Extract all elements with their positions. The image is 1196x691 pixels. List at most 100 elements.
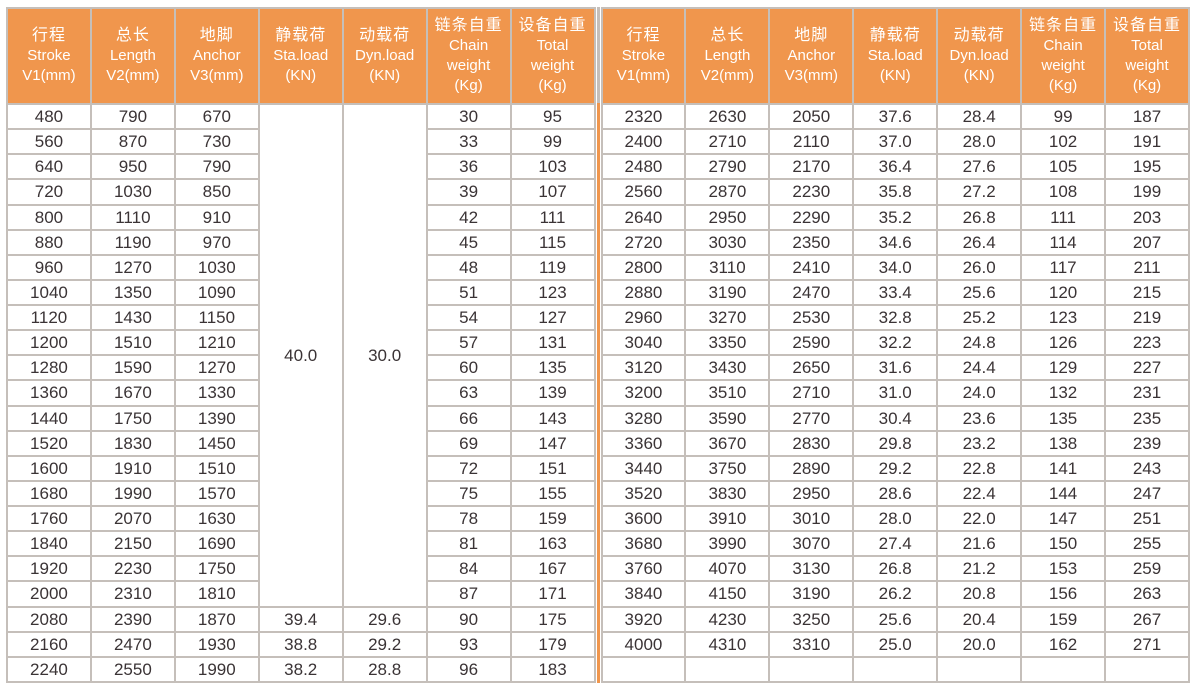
right-table-cell: 33.4 bbox=[852, 278, 939, 307]
right-table-cell: 2590 bbox=[768, 329, 855, 357]
left-table-cell: 960 bbox=[6, 253, 92, 281]
header-line: (KN) bbox=[369, 67, 401, 84]
right-table-cell: 2630 bbox=[684, 102, 771, 131]
left-table-cell: 93 bbox=[425, 630, 512, 658]
right-table-cell: 2960 bbox=[600, 303, 687, 332]
right-table-cell: 251 bbox=[1104, 504, 1190, 533]
left-table-cell: 1200 bbox=[6, 329, 92, 357]
right-table-cell: 2770 bbox=[768, 404, 855, 432]
right-table-cell bbox=[684, 655, 771, 684]
header-line: 地脚 bbox=[199, 27, 234, 44]
left-table-row: 560 870 730 33 99 bbox=[6, 128, 596, 156]
right-table-cell: 24.4 bbox=[936, 354, 1023, 382]
left-table-row: 2160 2470 1930 38.8 29.2 93 179 bbox=[6, 630, 596, 658]
right-table-cell: 3670 bbox=[684, 429, 771, 457]
left-table-cell: 151 bbox=[509, 454, 596, 482]
left-table-cell: 1840 bbox=[6, 530, 92, 558]
right-table-cell: 2470 bbox=[768, 278, 855, 307]
right-table-cell: 135 bbox=[1020, 404, 1107, 432]
right-table-row: 2320 2630 2050 37.6 28.4 99 187 bbox=[600, 102, 1190, 131]
right-table-cell: 20.4 bbox=[936, 605, 1023, 633]
right-table-cell: 32.8 bbox=[852, 303, 939, 332]
header-line: (Kg) bbox=[1048, 77, 1078, 94]
right-table-cell: 28.0 bbox=[936, 128, 1023, 156]
right-table-cell: 120 bbox=[1020, 278, 1107, 307]
left-table-row: 1120 1430 1150 54 127 bbox=[6, 303, 596, 332]
right-table-row: 2560 2870 2230 35.8 27.2 108 199 bbox=[600, 178, 1190, 206]
left-table-cell: 28.8 bbox=[341, 655, 428, 684]
right-table-cell: 3750 bbox=[684, 454, 771, 482]
right-table-cell: 25.0 bbox=[852, 630, 939, 658]
left-table-cell: 2390 bbox=[89, 605, 176, 633]
left-column-header-6: 设备自重 Total weight (Kg) bbox=[509, 7, 596, 105]
left-table-cell: 1910 bbox=[89, 454, 176, 482]
left-table-cell: 63 bbox=[425, 379, 512, 407]
header-line: Total bbox=[1131, 37, 1163, 54]
right-table-cell: 29.8 bbox=[852, 429, 939, 457]
right-table-cell: 3510 bbox=[684, 379, 771, 407]
left-table-cell: 171 bbox=[509, 580, 596, 608]
right-table-cell: 4230 bbox=[684, 605, 771, 633]
left-table-cell: 1630 bbox=[173, 504, 260, 533]
right-table-cell: 2050 bbox=[768, 102, 855, 131]
left-table-cell: 45 bbox=[425, 228, 512, 256]
left-table-row: 1920 2230 1750 84 167 bbox=[6, 555, 596, 583]
header-line: 行程 bbox=[31, 27, 66, 44]
left-table-row: 880 1190 970 45 115 bbox=[6, 228, 596, 256]
right-table-cell: 2790 bbox=[684, 153, 771, 181]
right-table-cell: 32.2 bbox=[852, 329, 939, 357]
right-header-row: 行程 Stroke V1(mm) 总长 Length V2(mm) 地脚 Anchor V3(m… bbox=[600, 7, 1190, 105]
right-table-cell: 2350 bbox=[768, 228, 855, 256]
right-table-cell: 27.4 bbox=[852, 530, 939, 558]
left-table-cell: 57 bbox=[425, 329, 512, 357]
left-table-cell: 1750 bbox=[173, 555, 260, 583]
left-table-cell: 1150 bbox=[173, 303, 260, 332]
right-table-cell: 215 bbox=[1104, 278, 1190, 307]
left-table-cell: 84 bbox=[425, 555, 512, 583]
right-table-cell: 2710 bbox=[684, 128, 771, 156]
left-table-cell: 1030 bbox=[173, 253, 260, 281]
right-table-cell: 114 bbox=[1020, 228, 1107, 256]
header-line: weight bbox=[530, 57, 575, 74]
right-table-row: 2880 3190 2470 33.4 25.6 120 215 bbox=[600, 278, 1190, 307]
right-table-cell: 102 bbox=[1020, 128, 1107, 156]
left-table-cell: 33 bbox=[425, 128, 512, 156]
left-table-cell: 1810 bbox=[173, 580, 260, 608]
right-table-cell: 25.2 bbox=[936, 303, 1023, 332]
right-table-cell: 2320 bbox=[600, 102, 687, 131]
right-table-cell: 123 bbox=[1020, 303, 1107, 332]
right-table-cell: 3200 bbox=[600, 379, 687, 407]
right-table-cell: 2950 bbox=[768, 479, 855, 508]
right-table-cell: 247 bbox=[1104, 479, 1190, 508]
right-table-cell: 28.6 bbox=[852, 479, 939, 508]
right-table-cell: 27.6 bbox=[936, 153, 1023, 181]
header-line: 链条自重 bbox=[1029, 17, 1098, 34]
right-table-row: 2400 2710 2110 37.0 28.0 102 191 bbox=[600, 128, 1190, 156]
left-table-cell: 2470 bbox=[89, 630, 176, 658]
left-table-cell: 2000 bbox=[6, 580, 92, 608]
header-line: Anchor bbox=[787, 47, 836, 64]
right-table-cell: 2830 bbox=[768, 429, 855, 457]
header-line: Length bbox=[109, 47, 156, 64]
header-line: 静载荷 bbox=[869, 27, 921, 44]
left-table-row: 1040 1350 1090 51 123 bbox=[6, 278, 596, 307]
right-table-row: 3120 3430 2650 31.6 24.4 129 227 bbox=[600, 354, 1190, 382]
left-table-cell: 29.2 bbox=[341, 630, 428, 658]
left-table-cell: 730 bbox=[173, 128, 260, 156]
header-line: (KN) bbox=[879, 67, 911, 84]
left-table-cell: 640 bbox=[6, 153, 92, 181]
left-table-cell: 850 bbox=[173, 178, 260, 206]
right-table-row bbox=[600, 655, 1190, 684]
header-line: Sta.load bbox=[867, 47, 923, 64]
left-table-cell: 1510 bbox=[173, 454, 260, 482]
right-table-row: 4000 4310 3310 25.0 20.0 162 271 bbox=[600, 630, 1190, 658]
right-table-cell: 2480 bbox=[600, 153, 687, 181]
right-table-cell: 22.0 bbox=[936, 504, 1023, 533]
left-table-row: 1600 1910 1510 72 151 bbox=[6, 454, 596, 482]
right-table-cell: 36.4 bbox=[852, 153, 939, 181]
left-table-cell: 135 bbox=[509, 354, 596, 382]
left-table-cell: 560 bbox=[6, 128, 92, 156]
right-table-cell: 105 bbox=[1020, 153, 1107, 181]
left-table-row: 800 1110 910 42 111 bbox=[6, 203, 596, 231]
right-table-cell: 28.4 bbox=[936, 102, 1023, 131]
